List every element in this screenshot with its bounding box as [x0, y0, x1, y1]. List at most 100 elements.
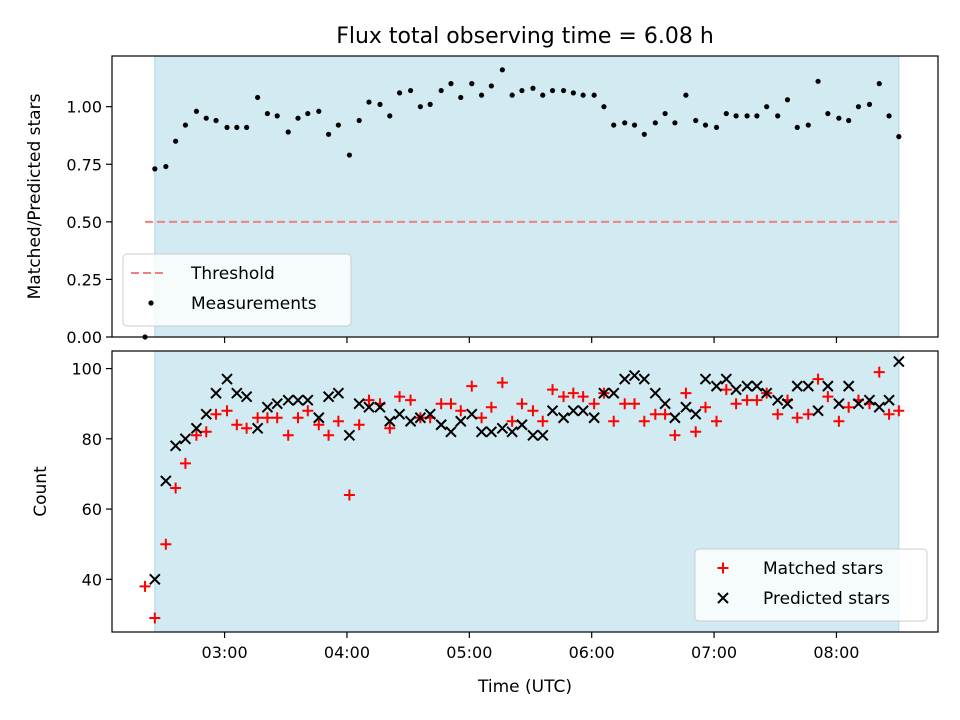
measurement-point: [305, 110, 311, 117]
legend-label: Threshold: [190, 264, 275, 284]
predicted-star-point: [751, 380, 763, 392]
matched-star-point: [343, 489, 355, 501]
measurement-point: [876, 81, 882, 87]
measurement-point: [193, 108, 200, 114]
measurement-point: [580, 92, 586, 98]
measurement-point: [377, 101, 383, 107]
predicted-star-point: [496, 422, 509, 434]
measurement-point: [387, 113, 393, 119]
predicted-star-point: [313, 412, 325, 424]
matched-star-point: [455, 405, 467, 417]
predicted-star-point: [200, 408, 212, 420]
matched-star-point: [139, 580, 151, 592]
matched-star-point: [711, 415, 723, 427]
matched-star-point: [190, 429, 202, 441]
matched-star-point: [527, 405, 539, 417]
matched-star-point: [577, 391, 589, 403]
measurement-point: [438, 87, 444, 94]
measurement-point: [488, 83, 494, 89]
measurement-point: [652, 120, 658, 126]
matched-star-point: [384, 422, 396, 434]
predicted-star-point: [557, 412, 570, 424]
measurement-point: [224, 124, 230, 131]
y-tick-label: 60: [82, 500, 102, 519]
plot-frame: [111, 350, 939, 633]
measurement-point: [754, 113, 760, 119]
legend-label: Matched stars: [763, 559, 883, 579]
measurement-point: [407, 87, 414, 94]
matched-star-point: [822, 391, 834, 403]
measurement-point: [274, 113, 280, 119]
matched-star-point: [537, 415, 549, 427]
matched-star-point: [221, 405, 233, 417]
x-tick-label: 03:00: [202, 643, 248, 662]
matched-star-point: [741, 394, 753, 406]
predicted-star-point: [741, 380, 753, 392]
measurement-point: [570, 90, 576, 96]
predicted-star-point: [863, 394, 876, 406]
measurement-point: [713, 124, 720, 131]
predicted-star-point: [883, 394, 895, 406]
matched-star-point: [516, 398, 528, 410]
measurement-point: [519, 87, 525, 94]
matched-star-point: [160, 538, 172, 550]
measurement-point: [825, 110, 831, 117]
measurement-point: [530, 85, 536, 91]
predicted-star-point: [588, 412, 600, 424]
measurement-point: [611, 122, 617, 128]
predicted-star-point: [384, 415, 396, 427]
measurement-point: [886, 113, 892, 119]
matched-star-point: [405, 394, 417, 406]
measurement-point: [641, 131, 647, 137]
measurement-point: [316, 108, 322, 114]
predicted-star-point: [251, 422, 264, 434]
matched-star-point: [619, 398, 631, 410]
y-tick-label: 40: [82, 570, 102, 589]
predicted-star-point: [659, 397, 671, 410]
measurement-point: [295, 115, 301, 121]
matched-star-point: [608, 415, 620, 427]
predicted-star-point: [404, 415, 417, 427]
predicted-star-point: [445, 426, 457, 438]
measurement-point: [683, 92, 689, 98]
predicted-star-point: [271, 397, 283, 410]
plot-frame: [111, 55, 939, 338]
predicted-star-point: [332, 387, 345, 399]
measurement-point: [723, 110, 729, 117]
matched-star-point: [282, 429, 294, 441]
measurement-point: [427, 101, 433, 107]
y-tick-label: 0.75: [66, 155, 102, 174]
predicted-star-point: [649, 387, 662, 399]
matched-star-point: [496, 377, 508, 389]
matched-star-point: [659, 408, 671, 420]
legend-box: [122, 253, 352, 327]
matched-star-point: [638, 415, 650, 427]
predicted-star-point: [424, 408, 436, 420]
measurement-point: [234, 124, 240, 131]
predicted-star-point: [619, 373, 631, 385]
predicted-star-point: [842, 380, 855, 392]
predicted-star-point: [322, 390, 335, 403]
measurement-point: [631, 122, 638, 128]
measurement-point: [672, 120, 678, 126]
matched-star-point: [353, 419, 365, 431]
matched-star-point: [873, 366, 885, 378]
matched-star-point: [730, 398, 742, 410]
predicted-star-point: [546, 405, 559, 417]
x-tick-label: 04:00: [324, 643, 370, 662]
matched-star-point: [485, 401, 497, 413]
measurement-point: [775, 113, 781, 119]
y-tick-label: 100: [71, 360, 102, 379]
predicted-star-point: [302, 394, 314, 406]
measurement-point: [549, 87, 556, 94]
measurement-point: [458, 94, 464, 101]
measurement-point: [836, 115, 842, 121]
measurement-point: [264, 110, 271, 117]
predicted-star-point: [598, 387, 610, 399]
matched-star-point: [445, 398, 457, 410]
predicted-star-point: [240, 390, 253, 403]
ratio-panel: 0.00 0.25 0.50 0.75 1.00 Matched/Predicted st…: [25, 55, 939, 347]
y-tick-label: 1.00: [66, 98, 102, 117]
matched-star-point: [649, 408, 661, 420]
predicted-star-point: [699, 373, 712, 385]
